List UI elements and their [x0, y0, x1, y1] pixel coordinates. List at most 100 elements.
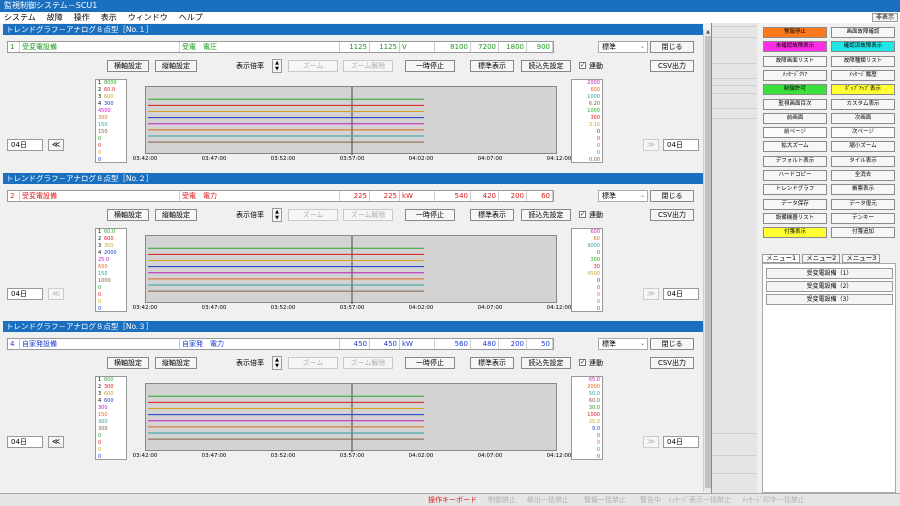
- display-mode-select[interactable]: 標準 ⌄: [598, 338, 648, 350]
- next-button[interactable]: ≫: [643, 288, 659, 300]
- menu-item-0[interactable]: システム: [4, 13, 36, 22]
- command-button-20[interactable]: ハードコピー: [763, 170, 827, 181]
- menu-tab-3[interactable]: メニュー3: [842, 254, 881, 263]
- command-button-29[interactable]: 付箋追加: [831, 227, 895, 239]
- divider: [705, 63, 757, 64]
- csv-export-button[interactable]: CSV出力: [650, 60, 694, 72]
- point-info-row[interactable]: 1 受変電設備 受電 電圧 1125 1125 V 8100 7200 1800 900: [7, 41, 554, 53]
- load-destination-button[interactable]: 読込先設定: [521, 60, 571, 72]
- menu-list-item[interactable]: 受変電設備（2）: [766, 281, 893, 292]
- prev-button[interactable]: ≪: [48, 288, 64, 300]
- prev-button[interactable]: ≪: [48, 139, 64, 151]
- status-bar: 操作キーボード 制御禁止 帳出一括禁止 警報一括禁止 警告中 ﾒｯｾｰｼﾞ表示一括禁止 ﾒｯ…: [0, 493, 900, 506]
- command-button-28[interactable]: 付箋表示: [763, 227, 827, 239]
- command-button-8[interactable]: 制御許可: [763, 84, 827, 96]
- h-axis-button[interactable]: 横軸設定: [107, 60, 149, 72]
- menu-item-5[interactable]: ヘルプ: [178, 13, 203, 22]
- link-checkbox[interactable]: ✓: [579, 211, 586, 218]
- csv-export-button[interactable]: CSV出力: [650, 209, 694, 221]
- standard-view-button[interactable]: 標準表示: [470, 209, 514, 221]
- command-button-12[interactable]: 前画面: [763, 112, 827, 124]
- next-button[interactable]: ≫: [643, 436, 659, 448]
- command-button-14[interactable]: 前ページ: [763, 127, 827, 139]
- point-info-row[interactable]: 4 自家発設備 自家発 電力 450 450 kW 560 480 200 50: [7, 338, 554, 350]
- command-button-24[interactable]: データ保存: [763, 198, 827, 210]
- zoom-button[interactable]: ズーム: [288, 357, 338, 369]
- menu-item-3[interactable]: 表示: [100, 13, 117, 22]
- command-button-15[interactable]: 次ページ: [831, 127, 895, 139]
- v-axis-button[interactable]: 縦軸設定: [155, 209, 197, 221]
- scroll-up-icon[interactable]: ▲: [706, 29, 710, 35]
- menu-tab-2[interactable]: メニュー2: [802, 254, 841, 263]
- day-right-field[interactable]: 04日: [663, 288, 699, 300]
- command-button-5[interactable]: 故障種類リスト: [831, 55, 895, 67]
- scale-stepper[interactable]: ▲ ▼: [272, 208, 282, 222]
- pause-button[interactable]: 一時停止: [405, 209, 455, 221]
- standard-view-button[interactable]: 標準表示: [470, 60, 514, 72]
- pause-button[interactable]: 一時停止: [405, 60, 455, 72]
- zoom-reset-button[interactable]: ズーム解除: [343, 357, 393, 369]
- command-button-23[interactable]: 帳票表示: [831, 184, 895, 196]
- scale-low: 0: [596, 306, 600, 312]
- v-axis-button[interactable]: 縦軸設定: [155, 60, 197, 72]
- point-info-row[interactable]: 2 受変電設備 受電 電力 225 225 kW 540 420 200 60: [7, 190, 554, 202]
- day-left-field[interactable]: 04日: [7, 436, 43, 448]
- close-button[interactable]: 閉じる: [650, 338, 694, 350]
- vertical-scrollbar[interactable]: ▲: [703, 30, 711, 492]
- command-button-16[interactable]: 拡大ズーム: [763, 141, 827, 153]
- hide-button[interactable]: 非表示: [872, 13, 898, 22]
- pause-button[interactable]: 一時停止: [405, 357, 455, 369]
- zoom-reset-button[interactable]: ズーム解除: [343, 60, 393, 72]
- day-left-field[interactable]: 04日: [7, 288, 43, 300]
- standard-view-button[interactable]: 標準表示: [470, 357, 514, 369]
- prev-button[interactable]: ≪: [48, 436, 64, 448]
- menu-item-1[interactable]: 故障: [46, 13, 63, 22]
- link-checkbox[interactable]: ✓: [579, 359, 586, 366]
- day-right-field[interactable]: 04日: [663, 436, 699, 448]
- menu-item-4[interactable]: ウィンドウ: [127, 13, 168, 22]
- v-axis-button[interactable]: 縦軸設定: [155, 357, 197, 369]
- command-button-27[interactable]: テンキー: [831, 212, 895, 224]
- command-button-6[interactable]: ﾒｯｾｰｼﾞｸﾘｱ: [763, 69, 827, 81]
- command-button-26[interactable]: 設備機器リスト: [763, 212, 827, 224]
- command-button-1[interactable]: 画面故障確認: [831, 27, 895, 38]
- close-button[interactable]: 閉じる: [650, 190, 694, 202]
- menu-list-item[interactable]: 受変電設備（1）: [766, 268, 893, 279]
- link-checkbox[interactable]: ✓: [579, 62, 586, 69]
- zoom-button[interactable]: ズーム: [288, 209, 338, 221]
- command-button-19[interactable]: タイル表示: [831, 155, 895, 167]
- command-button-18[interactable]: デフォルト表示: [763, 155, 827, 167]
- scrollbar-thumb[interactable]: [705, 36, 711, 488]
- close-button[interactable]: 閉じる: [650, 41, 694, 53]
- day-right-field[interactable]: 04日: [663, 139, 699, 151]
- command-button-10[interactable]: 監視画面目次: [763, 98, 827, 110]
- csv-export-button[interactable]: CSV出力: [650, 357, 694, 369]
- display-mode-select[interactable]: 標準 ⌄: [598, 41, 648, 53]
- scale-stepper[interactable]: ▲ ▼: [272, 59, 282, 73]
- command-button-9[interactable]: ﾎﾟｯﾌﾟｱｯﾌﾟ表示: [831, 84, 895, 96]
- zoom-button[interactable]: ズーム: [288, 60, 338, 72]
- menu-list-item[interactable]: 受変電設備（3）: [766, 294, 893, 305]
- day-left-field[interactable]: 04日: [7, 139, 43, 151]
- command-button-11[interactable]: カスタム表示: [831, 98, 895, 110]
- menu-item-2[interactable]: 操作: [73, 13, 90, 22]
- display-mode-select[interactable]: 標準 ⌄: [598, 190, 648, 202]
- command-button-13[interactable]: 次画面: [831, 112, 895, 124]
- command-button-4[interactable]: 故障画面リスト: [763, 55, 827, 67]
- load-destination-button[interactable]: 読込先設定: [521, 209, 571, 221]
- command-button-7[interactable]: ﾒｯｾｰｼﾞ履歴: [831, 69, 895, 81]
- command-button-22[interactable]: トレンドグラフ: [763, 184, 827, 196]
- h-axis-button[interactable]: 横軸設定: [107, 357, 149, 369]
- h-axis-button[interactable]: 横軸設定: [107, 209, 149, 221]
- command-button-17[interactable]: 縮小ズーム: [831, 141, 895, 153]
- menu-tab-1[interactable]: メニュー1: [762, 254, 801, 263]
- command-button-0[interactable]: 警報停止: [763, 27, 827, 38]
- load-destination-button[interactable]: 読込先設定: [521, 357, 571, 369]
- command-button-21[interactable]: 全消去: [831, 170, 895, 181]
- command-button-25[interactable]: データ復元: [831, 198, 895, 210]
- command-button-2[interactable]: 未確認故障表示: [763, 41, 827, 53]
- zoom-reset-button[interactable]: ズーム解除: [343, 209, 393, 221]
- command-button-3[interactable]: 確認済故障表示: [831, 41, 895, 53]
- scale-stepper[interactable]: ▲ ▼: [272, 356, 282, 370]
- next-button[interactable]: ≫: [643, 139, 659, 151]
